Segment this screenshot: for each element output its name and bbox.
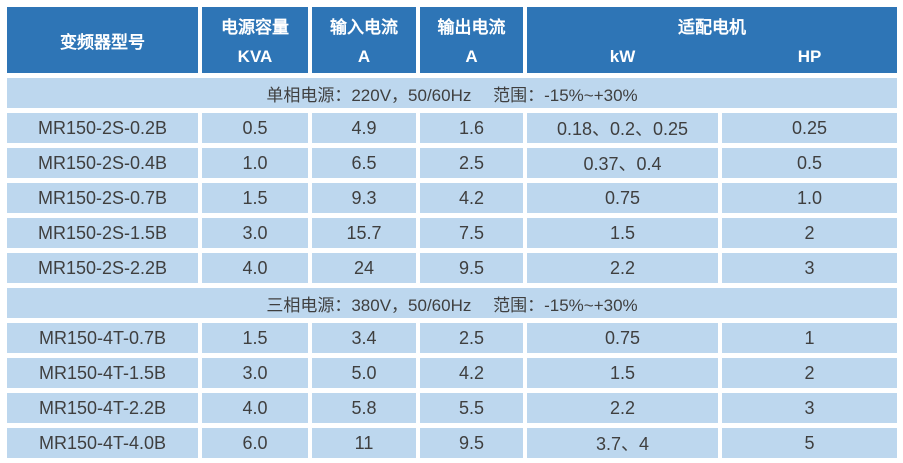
cell-motor-kw: 1.5	[527, 358, 718, 388]
section-header-three-phase: 三相电源：380V，50/60Hz 范围：-15%~+30%	[7, 288, 897, 318]
cell-output-current: 5.5	[420, 393, 523, 423]
cell-input-current: 5.8	[312, 393, 416, 423]
cell-model: MR150-2S-1.5B	[7, 218, 198, 248]
cell-output-current: 9.5	[420, 253, 523, 283]
header-motor-label: 适配电机	[678, 18, 746, 37]
header-motor-hp-unit: HP	[797, 47, 822, 66]
cell-kva: 6.0	[202, 428, 308, 458]
cell-kva: 4.0	[202, 253, 308, 283]
cell-motor-kw: 0.18、0.2、0.25	[527, 113, 718, 143]
cell-motor-hp: 1	[722, 323, 897, 353]
cell-kva: 3.0	[202, 218, 308, 248]
cell-input-current: 11	[312, 428, 416, 458]
cell-model: MR150-2S-2.2B	[7, 253, 198, 283]
cell-motor-hp: 0.5	[722, 148, 897, 178]
cell-output-current: 2.5	[420, 148, 523, 178]
header-output-current-unit: A	[465, 47, 478, 66]
cell-motor-hp: 2	[722, 218, 897, 248]
cell-kva: 4.0	[202, 393, 308, 423]
cell-output-current: 7.5	[420, 218, 523, 248]
cell-output-current: 4.2	[420, 358, 523, 388]
cell-input-current: 3.4	[312, 323, 416, 353]
cell-kva: 1.5	[202, 323, 308, 353]
cell-input-current: 15.7	[312, 218, 416, 248]
cell-output-current: 9.5	[420, 428, 523, 458]
cell-model: MR150-4T-2.2B	[7, 393, 198, 423]
inverter-spec-table: 变频器型号 电源容量 KVA 输入电流 A 输出电流 A 适配电机 kW HP …	[7, 7, 897, 458]
header-output-current-column: 输出电流 A	[420, 7, 523, 73]
cell-model: MR150-4T-1.5B	[7, 358, 198, 388]
cell-motor-kw: 0.75	[527, 183, 718, 213]
cell-motor-hp: 2	[722, 358, 897, 388]
cell-motor-kw: 1.5	[527, 218, 718, 248]
cell-model: MR150-4T-0.7B	[7, 323, 198, 353]
cell-motor-kw: 2.2	[527, 393, 718, 423]
header-motor-units: kW HP	[527, 47, 897, 67]
cell-kva: 1.5	[202, 183, 308, 213]
cell-input-current: 24	[312, 253, 416, 283]
cell-motor-kw: 3.7、4	[527, 428, 718, 458]
cell-motor-hp: 0.25	[722, 113, 897, 143]
header-model-label: 变频器型号	[60, 32, 145, 52]
cell-model: MR150-2S-0.7B	[7, 183, 198, 213]
cell-motor-hp: 3	[722, 253, 897, 283]
cell-motor-hp: 5	[722, 428, 897, 458]
header-capacity-column: 电源容量 KVA	[202, 7, 308, 73]
header-motor-kw-unit: kW	[609, 47, 636, 66]
header-input-current-label: 输入电流	[330, 18, 398, 37]
header-input-current-unit: A	[357, 47, 371, 66]
cell-motor-kw: 0.37、0.4	[527, 148, 718, 178]
header-capacity-unit: KVA	[237, 47, 273, 66]
header-capacity-label: 电源容量	[221, 18, 289, 37]
cell-input-current: 9.3	[312, 183, 416, 213]
cell-kva: 0.5	[202, 113, 308, 143]
cell-output-current: 1.6	[420, 113, 523, 143]
cell-motor-kw: 2.2	[527, 253, 718, 283]
header-input-current-column: 输入电流 A	[312, 7, 416, 73]
cell-model: MR150-2S-0.4B	[7, 148, 198, 178]
cell-motor-kw: 0.75	[527, 323, 718, 353]
cell-input-current: 6.5	[312, 148, 416, 178]
header-output-current-label: 输出电流	[437, 18, 506, 37]
cell-output-current: 4.2	[420, 183, 523, 213]
section-header-single-phase: 单相电源：220V，50/60Hz 范围：-15%~+30%	[7, 78, 897, 108]
cell-kva: 1.0	[202, 148, 308, 178]
cell-model: MR150-4T-4.0B	[7, 428, 198, 458]
cell-model: MR150-2S-0.2B	[7, 113, 198, 143]
cell-kva: 3.0	[202, 358, 308, 388]
cell-input-current: 4.9	[312, 113, 416, 143]
cell-output-current: 2.5	[420, 323, 523, 353]
cell-input-current: 5.0	[312, 358, 416, 388]
cell-motor-hp: 3	[722, 393, 897, 423]
cell-motor-hp: 1.0	[722, 183, 897, 213]
header-motor-column: 适配电机 kW HP	[527, 7, 897, 73]
header-model-column: 变频器型号	[7, 7, 198, 73]
